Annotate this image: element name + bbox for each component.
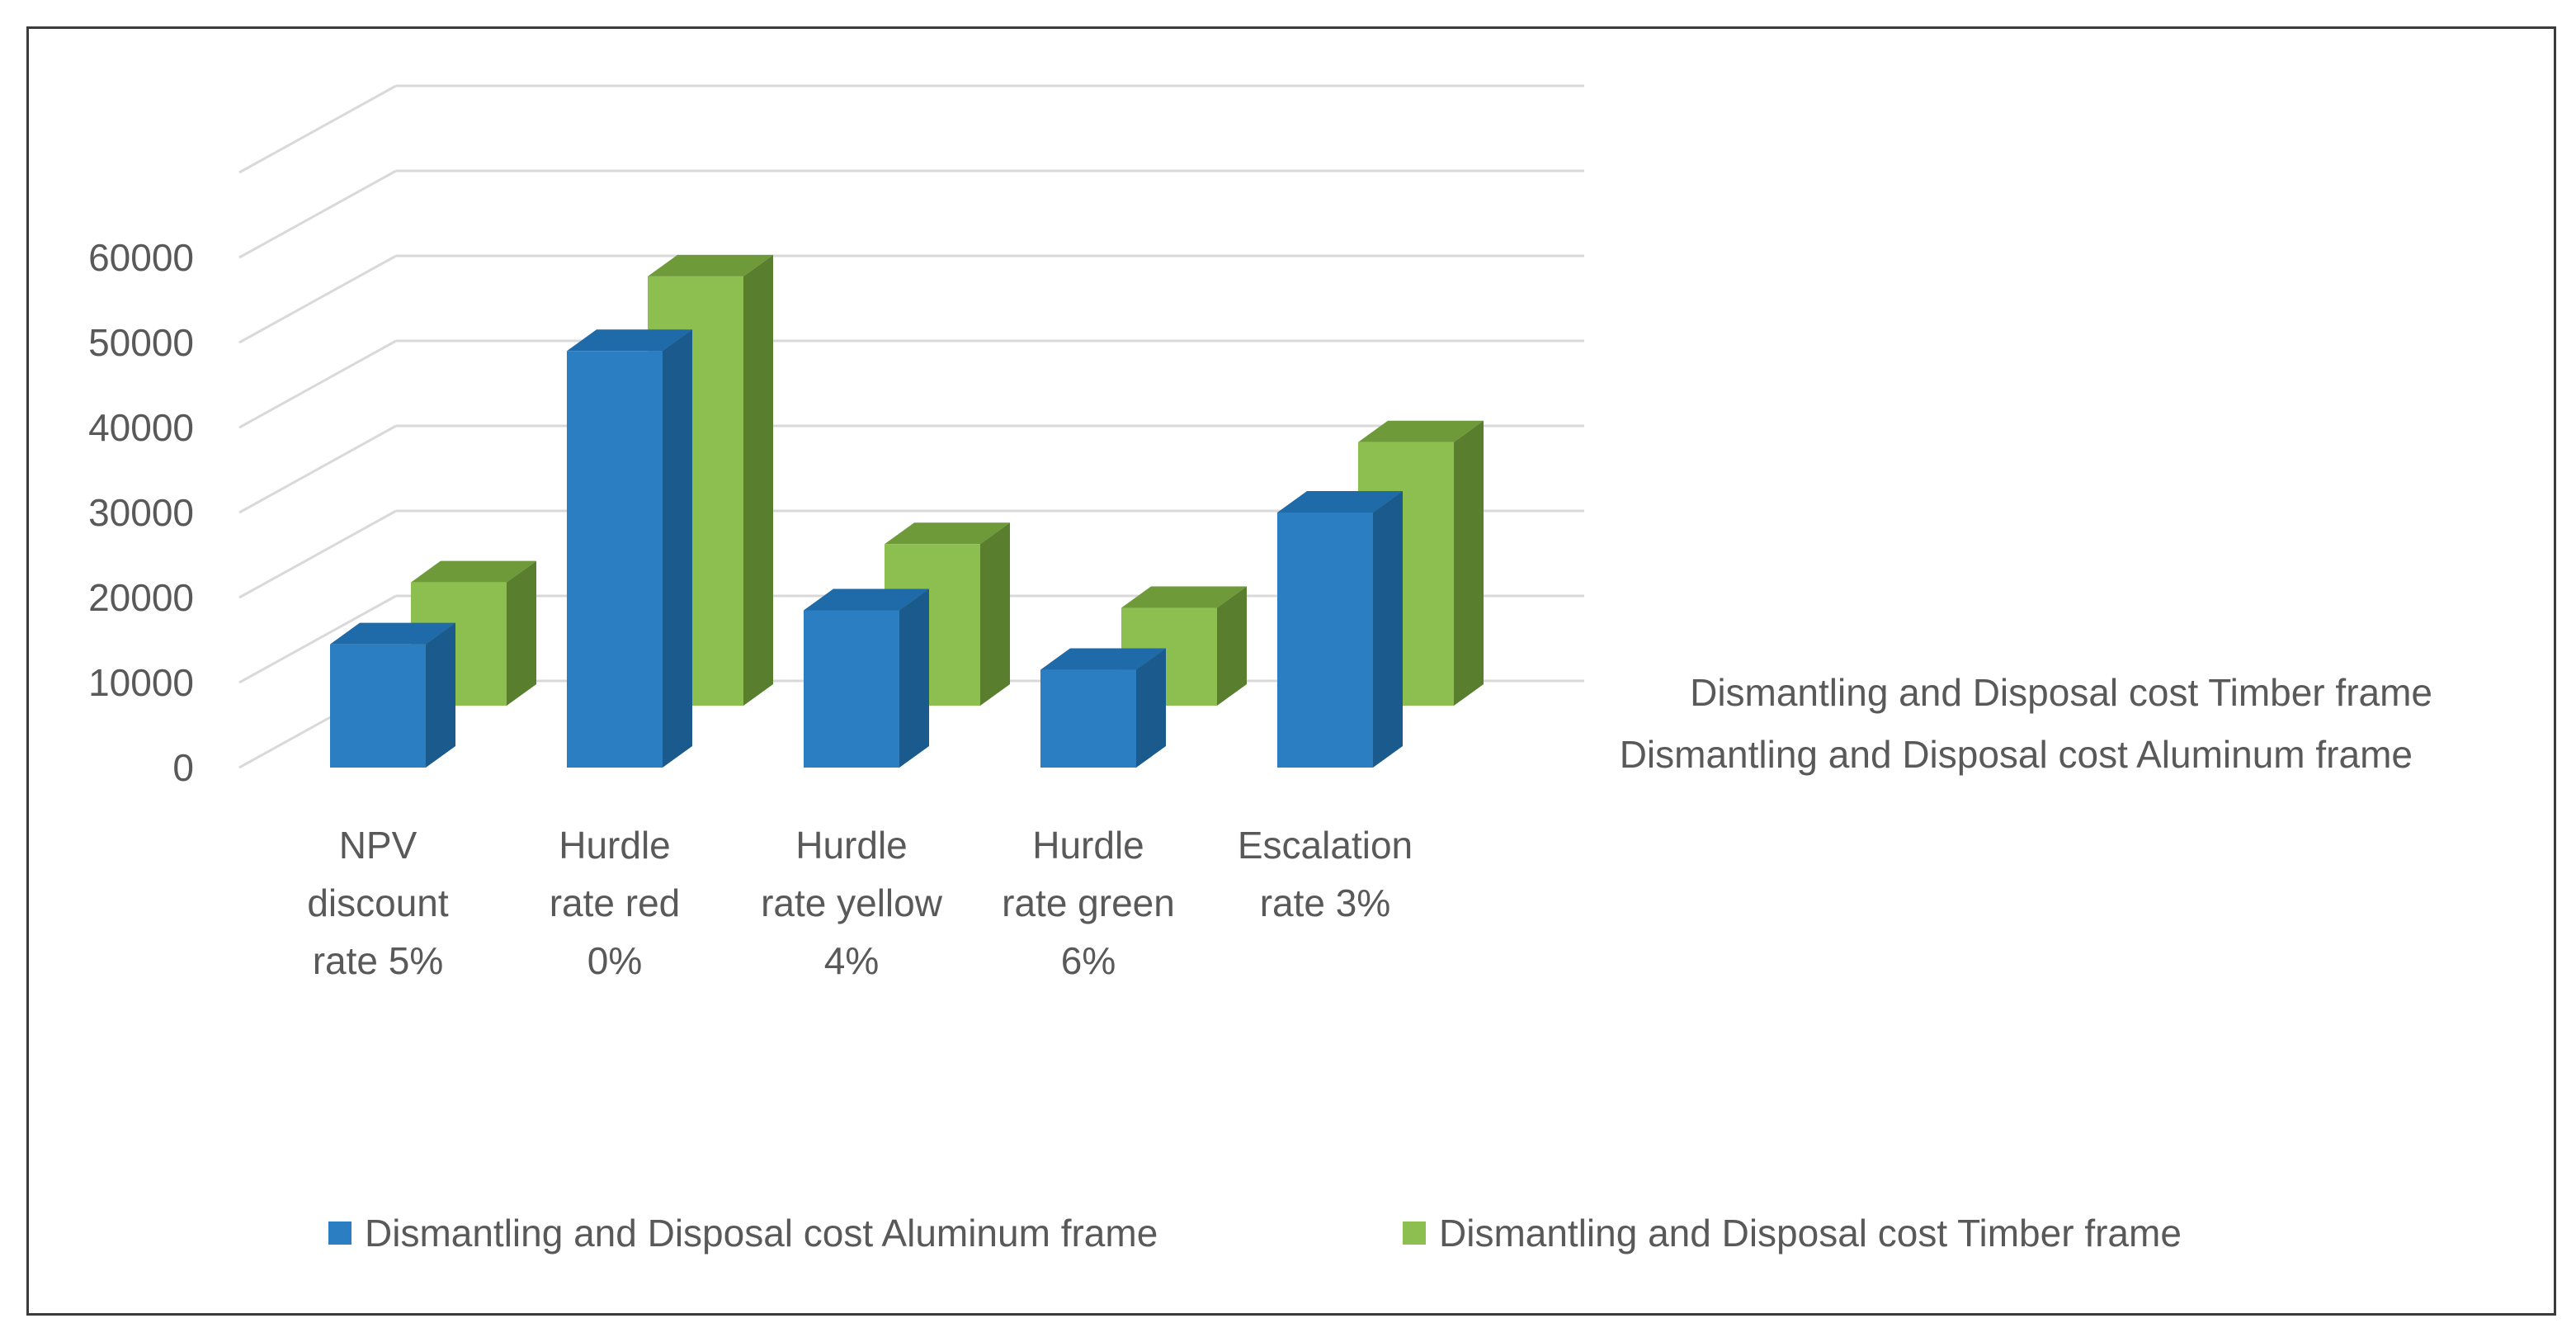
bar-aluminum-top bbox=[1040, 648, 1166, 670]
depth-axis-label: Dismantling and Disposal cost Timber fra… bbox=[1690, 671, 2432, 714]
bar-aluminum bbox=[567, 329, 692, 768]
legend: Dismantling and Disposal cost Aluminum f… bbox=[328, 1212, 2182, 1255]
depth-axis-label: Dismantling and Disposal cost Aluminum f… bbox=[1620, 733, 2413, 776]
x-category-label: Hurdle rate red 0% bbox=[550, 824, 681, 982]
x-category-label-line: discount bbox=[307, 881, 449, 924]
bar-aluminum-top bbox=[804, 588, 929, 611]
legend-swatch bbox=[328, 1222, 351, 1245]
x-category-label-line: rate 5% bbox=[313, 939, 444, 982]
x-category-label-line: Hurdle bbox=[559, 824, 671, 867]
y-tick-label: 60000 bbox=[88, 236, 194, 279]
bar-timber-top bbox=[1358, 420, 1484, 442]
y-tick-label: 20000 bbox=[88, 576, 194, 619]
x-category-label-line: NPV bbox=[339, 824, 418, 867]
bar-aluminum-side bbox=[1373, 491, 1403, 768]
bar-aluminum-front bbox=[1277, 513, 1373, 768]
bar-timber-top bbox=[411, 560, 536, 583]
bar-aluminum bbox=[330, 622, 455, 768]
bar-aluminum-top bbox=[330, 622, 455, 645]
x-category-label: NPV discount rate 5% bbox=[307, 824, 449, 982]
bar-aluminum-front bbox=[330, 644, 426, 768]
bar-aluminum-top bbox=[1277, 491, 1403, 513]
bar-aluminum-top bbox=[567, 329, 692, 352]
x-category-label: Hurdle rate yellow 4% bbox=[761, 824, 943, 982]
bar-aluminum-side bbox=[426, 622, 455, 768]
gridline-diagonal bbox=[238, 169, 397, 259]
bars bbox=[330, 254, 1484, 768]
bar-aluminum bbox=[1040, 648, 1166, 768]
y-tick-label: 50000 bbox=[88, 321, 194, 364]
y-tick-label: 0 bbox=[172, 746, 194, 789]
bar-timber-side bbox=[743, 254, 773, 706]
bar-timber-side bbox=[1454, 420, 1484, 706]
x-category-label-line: rate red bbox=[550, 881, 681, 924]
bar-timber-side bbox=[507, 560, 536, 706]
legend-label: Dismantling and Disposal cost Timber fra… bbox=[1439, 1212, 2182, 1255]
y-tick-label: 40000 bbox=[88, 406, 194, 449]
x-category-label: Hurdle rate green 6% bbox=[1002, 824, 1175, 982]
x-category-label-line: rate green bbox=[1002, 881, 1175, 924]
bar-aluminum-side bbox=[663, 329, 692, 768]
bar-timber-top bbox=[1121, 586, 1247, 608]
x-category-label-line: Hurdle bbox=[795, 824, 908, 867]
y-tick-label: 30000 bbox=[88, 491, 194, 534]
gridline-diagonal bbox=[238, 84, 397, 174]
x-category-label-line: Escalation bbox=[1238, 824, 1413, 867]
gridline-diagonal bbox=[238, 509, 397, 599]
y-axis-ticks: 0 10000 20000 30000 40000 50000 60000 bbox=[88, 236, 194, 789]
bar-timber-side bbox=[1217, 586, 1247, 706]
y-tick-label: 10000 bbox=[88, 661, 194, 704]
depth-axis-labels: Dismantling and Disposal cost Timber fra… bbox=[1620, 671, 2432, 776]
x-category-label-line: 6% bbox=[1061, 939, 1116, 982]
gridline-diagonal bbox=[238, 254, 397, 344]
gridline-diagonal bbox=[238, 424, 397, 514]
bar-aluminum-front bbox=[1040, 669, 1136, 768]
x-axis-categories: NPV discount rate 5%Hurdle rate red 0%Hurdle… bbox=[307, 824, 1413, 982]
x-category-label-line: 4% bbox=[824, 939, 879, 982]
bar-timber-side bbox=[980, 522, 1010, 706]
bar-aluminum-front bbox=[567, 351, 663, 768]
x-category-label-line: Hurdle bbox=[1032, 824, 1144, 867]
bar-aluminum bbox=[1277, 491, 1403, 768]
x-category-label-line: rate yellow bbox=[761, 881, 943, 924]
x-category-label: Escalation rate 3% bbox=[1238, 824, 1413, 924]
x-category-label-line: 0% bbox=[587, 939, 642, 982]
gridline-diagonal bbox=[238, 339, 397, 429]
gridline-diagonal bbox=[238, 594, 397, 684]
legend-label: Dismantling and Disposal cost Aluminum f… bbox=[365, 1212, 1158, 1255]
bar-aluminum-side bbox=[1136, 648, 1166, 768]
bar-aluminum-front bbox=[804, 610, 899, 768]
bar-timber-top bbox=[648, 254, 773, 276]
bar-aluminum-side bbox=[899, 588, 929, 768]
legend-swatch bbox=[1403, 1222, 1426, 1245]
x-category-label-line: rate 3% bbox=[1260, 881, 1391, 924]
bar-aluminum bbox=[804, 588, 929, 768]
bar-timber-top bbox=[885, 522, 1010, 545]
